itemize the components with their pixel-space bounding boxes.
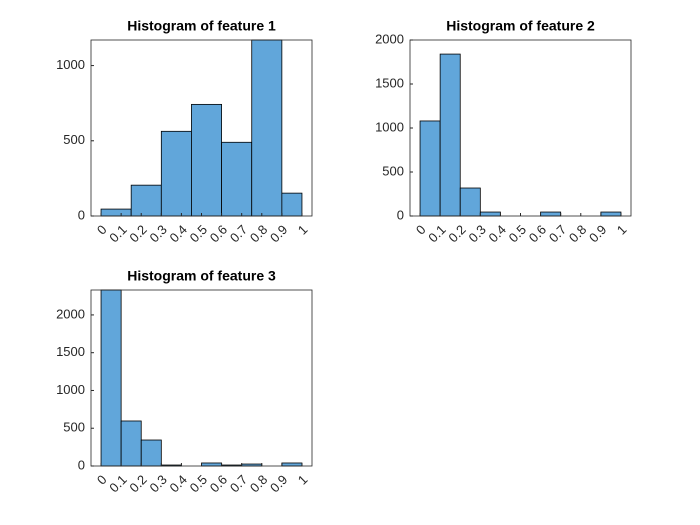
x-tick-label: 1 — [614, 222, 630, 238]
bar — [251, 39, 283, 217]
bar — [281, 192, 303, 217]
y-tick-label: 500 — [63, 132, 85, 147]
y-tick-label: 0 — [78, 457, 85, 472]
bar — [191, 103, 222, 217]
y-tick-label: 2000 — [375, 31, 404, 46]
y-tick-label: 500 — [63, 420, 85, 435]
bar — [100, 289, 122, 467]
y-tick-label: 1000 — [56, 57, 85, 72]
y-tick-label: 0 — [78, 207, 85, 222]
bar — [600, 211, 622, 217]
bar — [459, 187, 481, 217]
x-tick-label: 1 — [295, 222, 311, 238]
bar — [221, 141, 253, 217]
bar — [281, 462, 303, 467]
bar — [140, 439, 162, 467]
y-tick-label: 1000 — [56, 382, 85, 397]
x-tick-label: 0.9 — [267, 222, 290, 245]
bar — [130, 184, 162, 217]
bar — [160, 130, 192, 217]
chart-title: Histogram of feature 1 — [127, 18, 276, 34]
x-tick-label: 1 — [295, 472, 311, 488]
subplot: 050010001500200000.10.20.30.40.50.60.70.… — [56, 268, 313, 495]
bar — [201, 462, 222, 467]
chart-title: Histogram of feature 3 — [127, 268, 276, 284]
y-tick-label: 2000 — [56, 306, 85, 321]
y-tick-label: 1500 — [56, 344, 85, 359]
bar — [479, 211, 501, 217]
chart-title: Histogram of feature 2 — [446, 18, 595, 34]
subplot: 050010001500200000.10.20.30.40.50.60.70.… — [375, 18, 632, 245]
bar — [439, 53, 461, 217]
y-tick-label: 0 — [397, 207, 404, 222]
x-tick-label: 0.9 — [586, 222, 609, 245]
y-tick-label: 1500 — [375, 75, 404, 90]
y-tick-label: 1000 — [375, 119, 404, 134]
bar — [540, 211, 562, 217]
bar — [120, 420, 142, 467]
bar — [100, 208, 132, 217]
y-tick-label: 500 — [382, 163, 404, 178]
bar — [419, 120, 441, 217]
x-tick-label: 0.9 — [267, 472, 290, 495]
